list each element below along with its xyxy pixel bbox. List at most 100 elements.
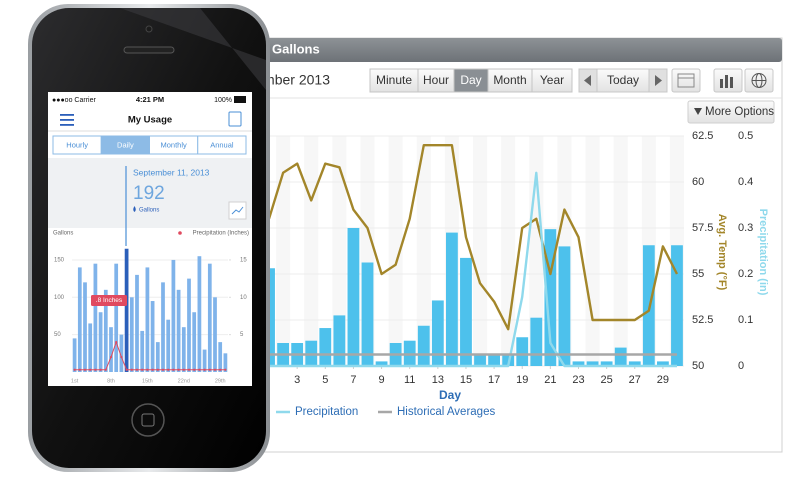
screen-title: My Usage [128, 115, 172, 126]
calendar-icon[interactable] [228, 111, 242, 127]
menu-icon[interactable] [60, 114, 74, 126]
menu-bar[interactable] [60, 119, 74, 121]
more-options-label[interactable]: More Options [705, 106, 774, 118]
x-tick-label: 13 [432, 374, 444, 386]
stripe [332, 136, 347, 366]
precipitation-dot [151, 368, 154, 371]
desktop-window: Gallons September 2013 More Options Toda… [226, 37, 783, 453]
bar [93, 263, 98, 372]
bar [114, 263, 119, 372]
precipitation-dot [161, 368, 165, 371]
x-tick-label: 1st [71, 378, 79, 384]
x-tick-label: 3 [294, 374, 300, 386]
y2-tick-label: 50 [692, 360, 704, 372]
bar [671, 245, 683, 366]
tab-label[interactable]: Daily [117, 140, 134, 149]
interval-label[interactable]: Day [460, 73, 481, 87]
y3-tick-label: 0 [738, 360, 744, 372]
tab-label[interactable]: Hourly [66, 140, 88, 149]
menu-bar[interactable] [60, 124, 74, 126]
more-options-button[interactable]: More Options [687, 100, 775, 124]
y2-tick-label: 10 [240, 295, 247, 301]
phone: ●●●oo Carrier 4:21 PM 100% My Usage Hour… [28, 4, 270, 472]
tab[interactable] [197, 135, 247, 155]
tab-label[interactable]: Annual [210, 140, 234, 149]
precipitation-dot [177, 368, 180, 371]
bar [181, 327, 186, 372]
reading-panel [48, 158, 252, 228]
window-header [240, 38, 782, 62]
chart-icon [730, 77, 733, 88]
calendar-icon [677, 73, 695, 88]
interval-label[interactable]: Hour [423, 73, 449, 87]
bar [83, 282, 87, 372]
y3-tick-label: 0.5 [738, 130, 753, 142]
stripe [276, 136, 291, 366]
bar [361, 262, 374, 366]
x-tick-label: 8th [107, 378, 115, 384]
bar [202, 349, 207, 372]
home-button[interactable] [131, 403, 165, 437]
battery-text: 100% [214, 97, 232, 104]
menu-bar[interactable] [60, 114, 74, 116]
precipitation-dot [94, 368, 97, 371]
precipitation-dot [203, 368, 206, 371]
precipitation-dot [141, 368, 144, 371]
bar [135, 274, 139, 372]
y3-tick-label: 0.4 [738, 176, 753, 188]
bar [103, 289, 108, 372]
calendar-button[interactable] [671, 68, 701, 93]
today-label[interactable]: Today [607, 73, 639, 87]
y2-tick-label: 52.5 [692, 314, 713, 326]
dropdown-arrow [694, 108, 702, 115]
bar [213, 297, 217, 372]
more-options-box[interactable] [687, 100, 775, 124]
precipitation-dot [89, 368, 92, 371]
bar [207, 263, 212, 372]
x-tick-label: 19 [516, 374, 528, 386]
precipitation-dot [115, 341, 118, 344]
y3-tick-label: 0.1 [738, 314, 753, 326]
interval-label[interactable]: Minute [376, 73, 412, 87]
clock: 4:21 PM [136, 95, 164, 104]
precipitation-dot [208, 368, 211, 371]
stripe [501, 136, 516, 366]
precipitation-dot [120, 355, 123, 359]
reading-date: September 11, 2013 [133, 167, 210, 177]
bar [98, 312, 103, 372]
bar [140, 330, 145, 372]
y2-tick-label: 15 [240, 258, 247, 264]
tab-label[interactable]: Monthly [160, 140, 187, 149]
bar [72, 338, 77, 372]
legend-label: Historical Averages [397, 406, 495, 418]
bar [150, 301, 155, 372]
y3-tick-label: 0.3 [738, 222, 753, 234]
y2-tick-label: 57.5 [692, 222, 713, 234]
bar [176, 289, 181, 372]
precipitation-dot [167, 368, 170, 371]
usage-chart: 50 52.5 55 57.5 60 62.5 0 0.1 0.2 0.3 0.4 0.5 3 5 7 9 11… [262, 130, 753, 418]
y2-tick-label: 55 [692, 268, 704, 280]
precipitation-dot [224, 368, 227, 371]
window-title: Gallons [272, 41, 320, 56]
reading-unit: Gallons [139, 208, 159, 214]
bar [155, 342, 160, 372]
x-tick-label: 9 [379, 374, 385, 386]
bar [375, 361, 388, 366]
bar [187, 278, 191, 372]
interval-label[interactable]: Year [540, 73, 564, 87]
tooltip-box [91, 295, 127, 306]
bar [614, 347, 627, 366]
interval-label[interactable]: Month [493, 73, 526, 87]
chart-icon [725, 75, 728, 88]
y2-tick-label: 5 [240, 332, 244, 338]
prev-arrow [584, 75, 591, 86]
stripe [416, 136, 431, 366]
bar [161, 282, 165, 372]
x-tick-label: 29 [657, 374, 669, 386]
precipitation-dot [182, 368, 185, 371]
bar [77, 267, 82, 372]
next-arrow [655, 75, 662, 86]
interval-button[interactable] [531, 68, 573, 93]
